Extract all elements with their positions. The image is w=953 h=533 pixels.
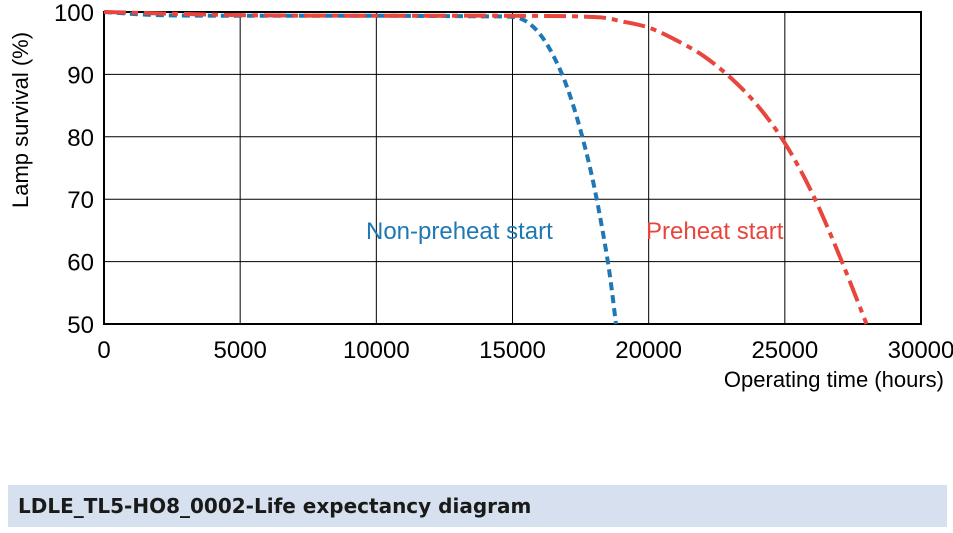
life-expectancy-chart: 50 60 70 80 90 100 0 5000 10000 15000 20000 25000 3…	[8, 0, 953, 392]
y-axis-label: Lamp survival (%)	[8, 32, 33, 208]
y-tick-label: 50	[67, 312, 94, 339]
plot-frame	[103, 11, 922, 325]
series-lines	[103, 10, 869, 325]
x-tick-label: 25000	[751, 337, 818, 364]
x-tick-label: 30000	[888, 337, 953, 364]
y-tick-label: 80	[67, 125, 94, 152]
x-axis-label: Operating time (hours)	[724, 367, 944, 392]
plot-border	[103, 11, 922, 325]
x-tick-label: 15000	[479, 337, 546, 364]
series-line-non-preheat	[103, 10, 618, 325]
y-tick-label: 70	[67, 187, 94, 214]
chart-grid	[103, 11, 922, 325]
x-tick-label: 10000	[343, 337, 410, 364]
y-tick-labels: 50 60 70 80 90 100	[54, 0, 94, 339]
series-label-preheat: Preheat start	[646, 218, 784, 245]
y-tick-label: 60	[67, 250, 94, 277]
series-label-non-preheat: Non-preheat start	[366, 218, 553, 245]
diagram-caption: LDLE_TL5-HO8_0002-Life expectancy diagra…	[18, 494, 532, 518]
caption-bar: LDLE_TL5-HO8_0002-Life expectancy diagra…	[8, 485, 947, 527]
x-tick-labels: 0 5000 10000 15000 20000 25000 30000	[97, 337, 953, 364]
y-tick-label: 90	[67, 62, 94, 89]
x-tick-label: 5000	[213, 337, 266, 364]
x-tick-label: 0	[97, 337, 110, 364]
y-tick-label: 100	[54, 0, 94, 27]
series-line-preheat	[103, 10, 869, 325]
x-tick-label: 20000	[615, 337, 682, 364]
